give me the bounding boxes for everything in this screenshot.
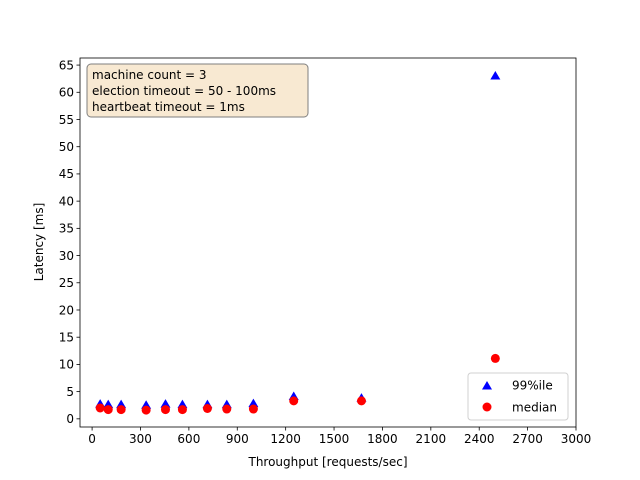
- data-point-median: [248, 404, 258, 414]
- y-tick-label: 30: [59, 249, 74, 263]
- annotation-line-3: heartbeat timeout = 1ms: [92, 100, 245, 114]
- plot-area: 0 300 600 900 1200 1500 1800 2100 2400 2700 3000 0 5…: [59, 57, 592, 446]
- legend-marker-median: [482, 402, 492, 412]
- x-tick-label: 2100: [416, 432, 447, 446]
- data-point-median: [141, 405, 151, 415]
- y-tick-label: 45: [59, 167, 74, 181]
- x-tick-label: 2400: [464, 432, 495, 446]
- y-tick-label: 15: [59, 330, 74, 344]
- y-tick-label: 40: [59, 194, 74, 208]
- legend: 99%ile median: [467, 372, 569, 421]
- data-point-median: [103, 405, 113, 415]
- x-tick-label: 1500: [319, 432, 350, 446]
- legend-label-99pct: 99%ile: [512, 379, 553, 393]
- annotation-background: [86, 63, 309, 118]
- x-tick-label: 900: [226, 432, 249, 446]
- y-tick-label: 65: [59, 58, 74, 72]
- annotation-box: machine count = 3 election timeout = 50 …: [86, 63, 309, 118]
- x-axis-label: Throughput [requests/sec]: [247, 455, 407, 469]
- y-tick-label: 60: [59, 86, 74, 100]
- y-tick-label: 0: [66, 412, 74, 426]
- annotation-line-2: election timeout = 50 - 100ms: [92, 84, 276, 98]
- x-tick-label: 2700: [512, 432, 543, 446]
- data-point-99pct: [160, 399, 171, 408]
- data-point-99pct: [248, 398, 259, 408]
- data-point-99pct: [490, 70, 501, 80]
- y-tick-label: 5: [66, 385, 74, 399]
- x-tick-label: 1200: [270, 432, 301, 446]
- data-point-median: [202, 403, 212, 413]
- data-point-median: [289, 396, 299, 406]
- legend-frame: [467, 372, 569, 421]
- y-tick-label: 10: [59, 358, 74, 372]
- y-tick-label: 35: [59, 222, 74, 236]
- data-point-median: [160, 405, 170, 415]
- x-tick-label: 300: [129, 432, 152, 446]
- data-point-median: [95, 403, 105, 413]
- y-axis-label: Latency [ms]: [32, 203, 46, 282]
- x-tick-label: 3000: [561, 432, 592, 446]
- annotation-line-1: machine count = 3: [92, 68, 207, 82]
- legend-label-median: median: [512, 401, 557, 415]
- y-tick-label: 55: [59, 113, 74, 127]
- y-tick-label: 50: [59, 140, 74, 154]
- data-point-median: [116, 405, 126, 415]
- x-tick-label: 600: [177, 432, 200, 446]
- axes-frame: [79, 57, 577, 428]
- x-tick-label: 1800: [367, 432, 398, 446]
- data-point-median: [490, 353, 500, 363]
- y-tick-label: 25: [59, 276, 74, 290]
- legend-marker-99pct: [482, 381, 492, 390]
- x-tick-label: 0: [88, 432, 96, 446]
- y-tick-label: 20: [59, 303, 74, 317]
- data-point-median: [177, 405, 187, 415]
- data-point-median: [356, 396, 366, 406]
- data-point-median: [222, 404, 232, 414]
